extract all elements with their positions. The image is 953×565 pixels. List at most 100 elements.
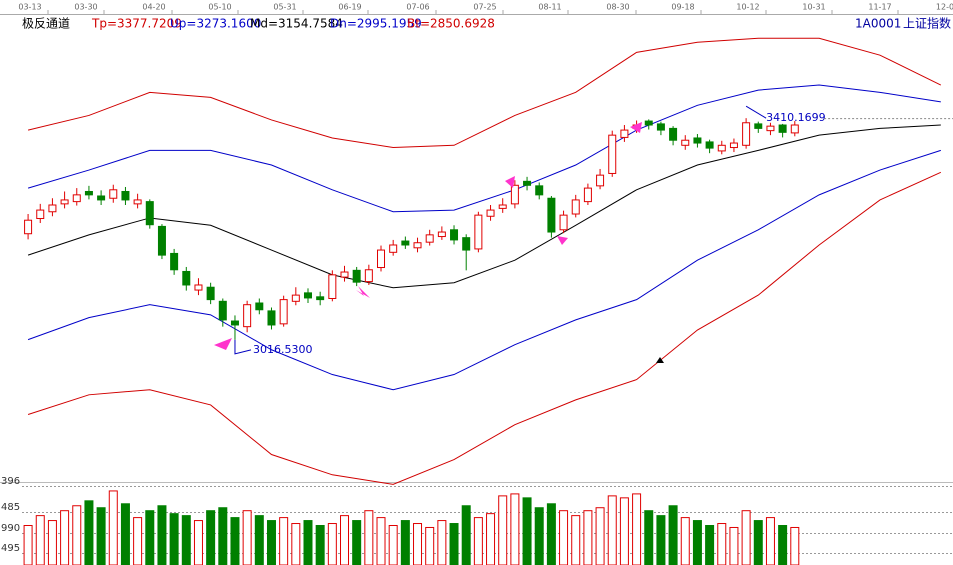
annotation-leader xyxy=(234,339,252,355)
arrow xyxy=(356,286,370,298)
channel-line xyxy=(27,149,941,391)
volume-bar xyxy=(619,497,629,565)
indicator-label: Up=3273.1600 xyxy=(170,17,261,31)
candle-body xyxy=(157,225,166,256)
volume-bar xyxy=(668,505,678,565)
candle-body xyxy=(328,274,337,299)
volume-bar xyxy=(60,510,70,565)
candle-body xyxy=(24,219,33,235)
indicator-label: Bt=2850.6928 xyxy=(407,17,495,31)
candle-body xyxy=(352,269,361,283)
volume-bar xyxy=(23,525,33,565)
candle-body xyxy=(425,234,434,243)
volume-bar xyxy=(510,493,520,565)
volume-bar xyxy=(364,510,374,565)
candle-body xyxy=(182,270,191,286)
volume-bar xyxy=(133,517,143,565)
volume-bar xyxy=(327,523,337,565)
candle-body xyxy=(559,214,568,231)
volume-bar xyxy=(376,517,386,565)
volume-bar xyxy=(254,515,264,565)
candle-body xyxy=(36,209,45,220)
candle-body xyxy=(486,209,495,217)
candle-body xyxy=(669,127,678,141)
volume-bar xyxy=(145,510,155,565)
candle-body xyxy=(547,197,556,233)
candle-body xyxy=(571,199,580,215)
volume-bar xyxy=(765,517,775,565)
volume-bar xyxy=(303,520,313,565)
volume-bar xyxy=(522,497,532,565)
volume-bar xyxy=(546,503,556,565)
candle-body xyxy=(121,190,130,201)
volume-bar xyxy=(790,526,800,565)
volume-bar xyxy=(656,515,666,565)
volume-bar xyxy=(595,507,605,565)
volume-bar xyxy=(279,517,289,565)
plot: 3016.5300 3410.1699 xyxy=(22,37,953,565)
volume-bar xyxy=(583,510,593,565)
volume-bar xyxy=(778,525,788,565)
date-label: 08-30 xyxy=(606,3,629,12)
candle-body xyxy=(72,194,81,203)
candle-body xyxy=(267,310,276,326)
candle-body xyxy=(766,125,775,132)
volume-bar xyxy=(741,510,751,565)
indicator-label: Tp=3377.7209 xyxy=(91,17,182,31)
volume-bar xyxy=(437,520,447,565)
candle-body xyxy=(145,201,154,226)
volume-bar xyxy=(400,520,410,565)
candle-body xyxy=(84,190,93,196)
candle-body xyxy=(644,120,653,126)
date-label: 10-12 xyxy=(736,3,759,12)
candle-body xyxy=(754,123,763,129)
candle-body xyxy=(474,214,483,250)
cursor-marker xyxy=(656,357,664,363)
volume-bar xyxy=(218,507,228,565)
volume-bar xyxy=(705,525,715,565)
candle-body xyxy=(729,142,738,149)
candle-body xyxy=(523,180,532,186)
high-annotation: 3410.1699 xyxy=(766,111,826,124)
volume-bar xyxy=(96,507,106,565)
volume-bar xyxy=(242,510,252,565)
arrow xyxy=(214,338,232,350)
indicator-label: Dn=2995.1959 xyxy=(330,17,422,31)
volume-bar xyxy=(388,525,398,565)
date-label: 05-31 xyxy=(273,3,296,12)
date-label: 07-25 xyxy=(473,3,496,12)
volume-bar xyxy=(35,515,45,565)
candle-body xyxy=(218,300,227,321)
low-annotation: 3016.5300 xyxy=(253,343,313,356)
channel-line xyxy=(27,37,942,149)
volume-bar xyxy=(340,515,350,565)
candle-body xyxy=(243,304,252,328)
candle-body xyxy=(109,189,118,199)
candle-body xyxy=(60,199,69,205)
volume-bar xyxy=(473,517,483,565)
indicator-label: Md=3154.7584 xyxy=(250,17,343,31)
volume-bar xyxy=(206,510,216,565)
candle-body xyxy=(194,284,203,291)
volume-axis-label: 396 xyxy=(1,476,20,487)
arrow xyxy=(505,176,515,188)
candle-body xyxy=(510,184,519,205)
date-label: 06-19 xyxy=(338,3,361,12)
candle-body xyxy=(413,242,422,249)
volume-bar xyxy=(425,526,435,565)
candle-body xyxy=(656,123,665,131)
symbol-code: 1A0001 xyxy=(855,17,901,31)
volume-bar xyxy=(266,520,276,565)
volume-bar xyxy=(644,510,654,565)
candle-body xyxy=(705,141,714,149)
candle-body xyxy=(206,286,215,301)
volume-bar xyxy=(632,493,642,565)
channel-line xyxy=(27,171,942,485)
volume-bar xyxy=(461,505,471,565)
candle-body xyxy=(401,240,410,246)
signal-arrows xyxy=(214,122,664,363)
candle-body xyxy=(133,199,142,205)
arrow xyxy=(630,122,642,133)
volume-axis-label: 485 xyxy=(1,502,20,513)
chart-title: 极反通道 xyxy=(22,17,70,31)
